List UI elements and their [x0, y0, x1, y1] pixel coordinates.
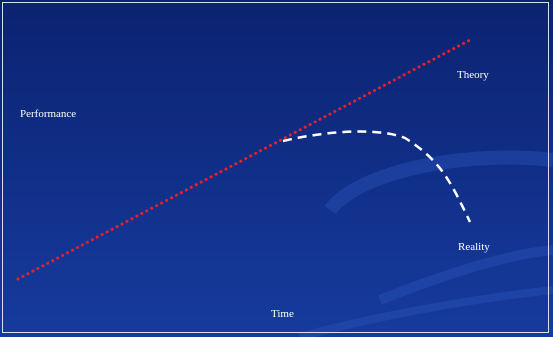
performance-label: Performance	[20, 108, 77, 120]
reality-curve	[282, 130, 472, 223]
theory-label: Theory	[457, 69, 489, 81]
slide-frame	[2, 2, 549, 333]
time-label: Time	[271, 308, 294, 320]
theory-curve	[16, 38, 472, 281]
background-swoosh	[298, 150, 553, 337]
reality-label: Reality	[458, 241, 490, 253]
